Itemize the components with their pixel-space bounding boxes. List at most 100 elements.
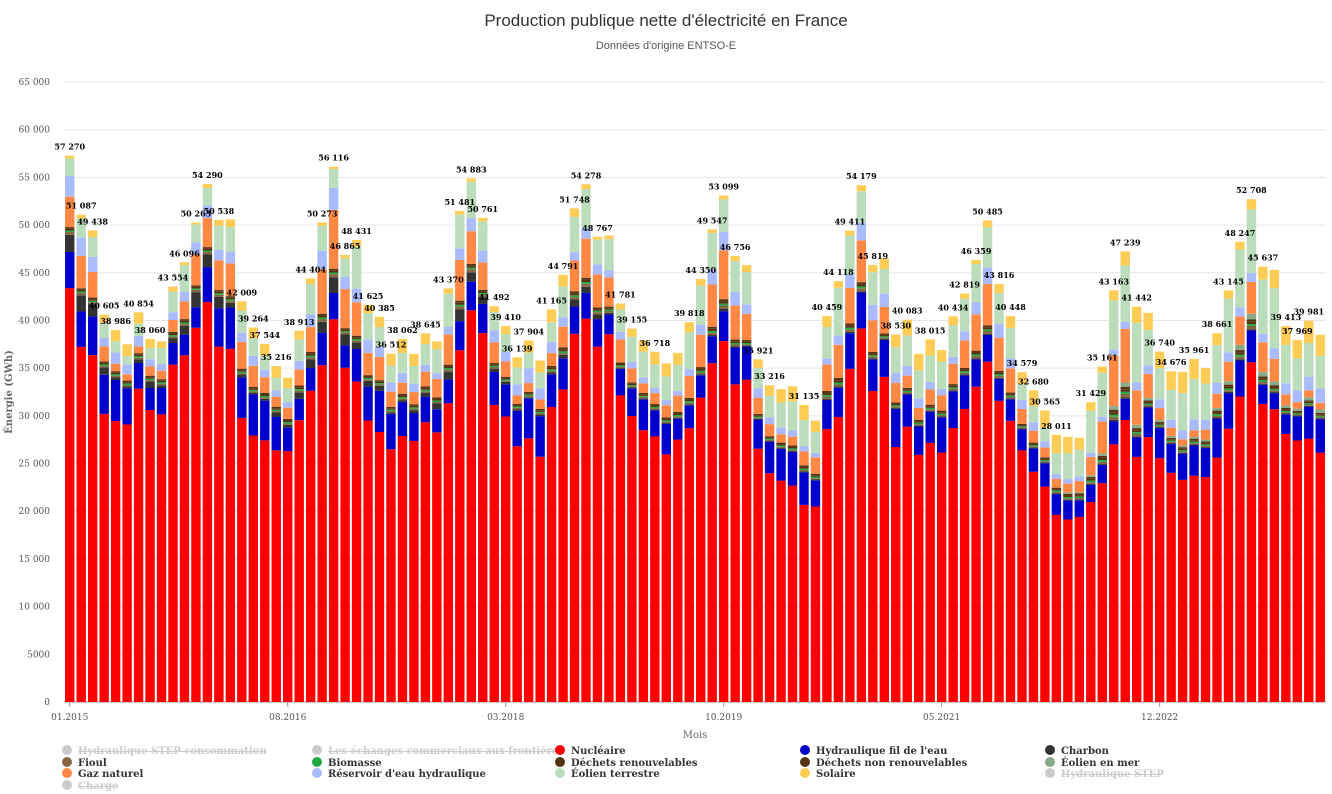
- bar-segment: [500, 361, 511, 377]
- bar-segment: [1258, 372, 1268, 377]
- bar-segment: [730, 256, 740, 261]
- bar-segment: [432, 373, 442, 380]
- bar-segment: [1131, 306, 1142, 323]
- legend-item[interactable]: Charbon: [1045, 745, 1109, 757]
- bar-segment: [1304, 405, 1314, 407]
- total-label: 46 096: [169, 248, 200, 258]
- bar-segment: [764, 424, 775, 437]
- bar-segment: [650, 351, 660, 365]
- bar-segment: [581, 292, 591, 319]
- bar-segment: [214, 291, 224, 294]
- bar-segment: [730, 384, 740, 702]
- total-label: 43 370: [433, 274, 464, 284]
- bar-segment: [65, 175, 75, 197]
- bar-segment: [661, 418, 672, 421]
- bar-segment: [776, 447, 786, 449]
- bar-segment: [87, 302, 98, 305]
- bar-segment: [1281, 405, 1291, 409]
- bar-segment: [489, 364, 499, 366]
- bar-segment: [1040, 461, 1050, 463]
- legend-item[interactable]: Nucléaire: [555, 745, 626, 757]
- bar-segment: [661, 420, 672, 422]
- bar-segment: [260, 377, 270, 393]
- legend-item[interactable]: Hydraulique STEP: [1045, 768, 1164, 780]
- legend-item[interactable]: Déchets renouvelables: [555, 756, 698, 769]
- legend-item[interactable]: Hydraulique fil de l'eau: [800, 745, 947, 757]
- bar-segment: [856, 286, 867, 289]
- total-label: 43 554: [158, 273, 189, 283]
- total-label: 34 579: [1007, 358, 1038, 368]
- bar-segment: [420, 344, 431, 365]
- legend-item[interactable]: Les échanges commerciaux aux frontières: [312, 745, 564, 757]
- bar-segment: [248, 389, 259, 392]
- bar-segment: [925, 406, 935, 408]
- bar-segment: [925, 411, 935, 443]
- bar-segment: [707, 269, 717, 285]
- bar-segment: [673, 395, 683, 412]
- bar-segment: [718, 308, 729, 312]
- legend-item[interactable]: Gaz naturel: [62, 768, 143, 780]
- legend-item[interactable]: Hydraulique STEP consommation: [62, 745, 267, 757]
- bar-segment: [764, 439, 775, 441]
- bar-segment: [868, 304, 878, 321]
- bar-segment: [902, 319, 912, 336]
- legend-item[interactable]: Solaire: [800, 768, 856, 780]
- bar-segment: [76, 237, 86, 256]
- bar-segment: [1086, 410, 1096, 453]
- total-label: 40 385: [364, 303, 395, 313]
- legend-swatch-icon: [555, 745, 565, 755]
- bar-segment: [1131, 437, 1142, 457]
- legend-item[interactable]: Éolien terrestre: [555, 768, 660, 780]
- bar-segment: [1269, 358, 1280, 382]
- legend-item[interactable]: Éolien en mer: [1045, 756, 1139, 769]
- bar-segment: [1109, 419, 1119, 422]
- y-tick-label: 65 000: [19, 78, 51, 88]
- bar-segment: [1063, 453, 1073, 480]
- bar-segment: [1074, 476, 1085, 482]
- bar-segment: [1074, 498, 1085, 500]
- bar-segment: [317, 250, 327, 270]
- bar-segment: [455, 321, 465, 351]
- legend-item[interactable]: Réservoir d'eau hydraulique: [312, 768, 486, 780]
- bar-segment: [959, 374, 970, 376]
- total-label: 41 492: [479, 292, 510, 302]
- bar-segment: [1166, 441, 1176, 443]
- bar-segment: [535, 372, 545, 389]
- bar-segment: [455, 300, 465, 303]
- bar-segment: [822, 358, 832, 365]
- bar-segment: [1177, 392, 1188, 431]
- bar-segment: [432, 379, 442, 398]
- bar-segment: [1063, 492, 1073, 494]
- bar-segment: [546, 353, 557, 366]
- bar-segment: [936, 350, 947, 362]
- legend-item[interactable]: Biomasse: [312, 756, 382, 769]
- bar-segment: [1131, 424, 1142, 429]
- bar-segment: [764, 438, 775, 440]
- bar-segment: [179, 325, 190, 335]
- legend-item[interactable]: Fioul: [62, 756, 107, 769]
- bar-segment: [432, 400, 442, 403]
- bar-segment: [684, 401, 694, 403]
- bar-segment: [489, 365, 499, 368]
- bar-segment: [1223, 384, 1234, 387]
- bar-segment: [741, 265, 752, 273]
- bar-segment: [627, 387, 637, 389]
- bar-segment: [283, 387, 293, 403]
- bar-segment: [443, 379, 454, 404]
- bar-segment: [1223, 290, 1234, 299]
- bar-segment: [1040, 463, 1050, 487]
- total-label: 50 263: [181, 209, 212, 219]
- bar-segment: [959, 408, 970, 702]
- legend-item[interactable]: Déchets non renouvelables: [800, 756, 967, 769]
- legend-item[interactable]: Charge: [62, 779, 118, 792]
- bar-segment: [776, 446, 786, 448]
- bar-segment: [363, 377, 373, 380]
- bar-segment: [1120, 397, 1130, 399]
- bar-segment: [891, 372, 901, 383]
- bar-segment: [936, 417, 947, 453]
- bar-segment: [1051, 473, 1062, 480]
- bar-segment: [604, 239, 614, 271]
- bar-segment: [971, 359, 981, 387]
- bar-segment: [1040, 458, 1050, 460]
- bar-segment: [271, 390, 281, 397]
